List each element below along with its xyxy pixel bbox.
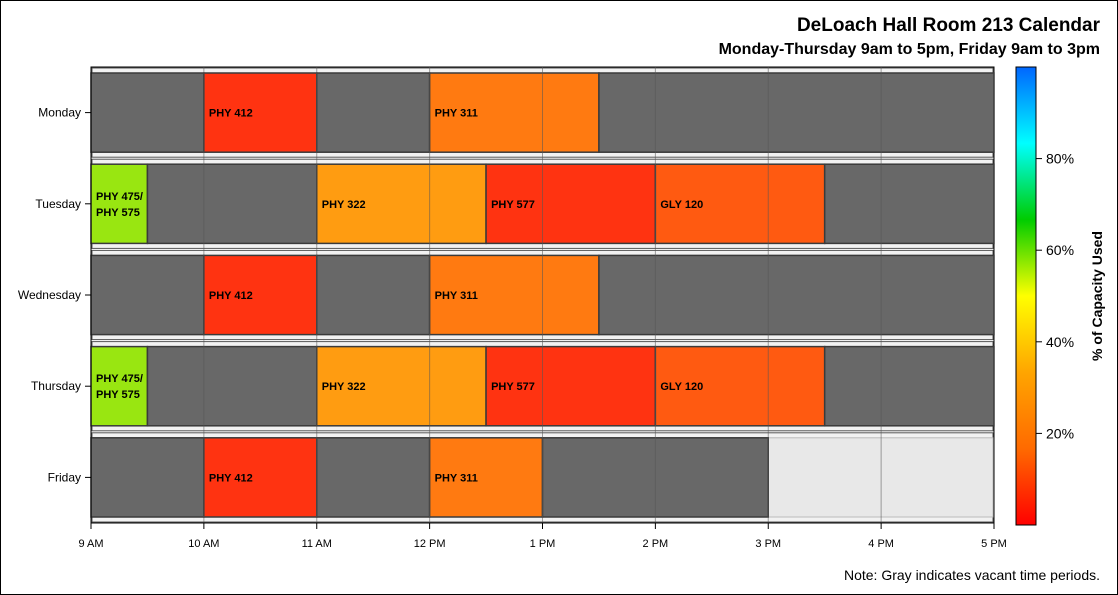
x-tick-label: 10 AM (188, 538, 219, 550)
vacant-block (90, 437, 205, 518)
class-block (485, 345, 657, 427)
day-label-thursday: Thursday (31, 379, 81, 393)
vacant-block (316, 254, 431, 336)
class-label: PHY 577 (491, 199, 535, 211)
class-label: PHY 475/ (96, 373, 143, 385)
x-tick-label: 1 PM (530, 538, 556, 550)
colorbar-tick-label: 80% (1046, 151, 1074, 167)
vacant-block (598, 72, 995, 153)
class-block (485, 163, 657, 245)
vacant-block (823, 163, 995, 245)
chart-title: DeLoach Hall Room 213 Calendar (796, 15, 1100, 36)
class-label: GLY 120 (660, 199, 703, 211)
x-tick-label: 12 PM (414, 538, 446, 550)
class-block (428, 254, 600, 336)
colorbar-tick-label: 40% (1046, 334, 1074, 350)
day-label-friday: Friday (48, 470, 81, 484)
x-tick-label: 5 PM (981, 538, 1007, 550)
day-label-wednesday: Wednesday (18, 288, 81, 302)
vacant-block (316, 437, 431, 518)
class-block (654, 345, 826, 427)
vacant-block (823, 345, 995, 427)
class-block (203, 72, 318, 153)
class-label: PHY 412 (209, 108, 253, 120)
vacant-note: Note: Gray indicates vacant time periods… (843, 567, 1100, 583)
class-label: PHY 311 (435, 472, 478, 484)
class-label: PHY 475/ (96, 191, 143, 203)
class-block (316, 163, 487, 245)
vacant-block (598, 254, 995, 336)
class-block (654, 163, 826, 245)
x-tick-label: 11 AM (302, 538, 332, 550)
class-label: PHY 412 (209, 472, 253, 484)
x-tick-label: 3 PM (755, 538, 781, 550)
x-tick-label: 4 PM (868, 538, 894, 550)
class-block (90, 163, 149, 245)
class-label: PHY 577 (491, 381, 535, 393)
class-block (428, 437, 544, 518)
class-block (203, 437, 318, 518)
chart-subtitle: Monday-Thursday 9am to 5pm, Friday 9am t… (718, 41, 1100, 58)
class-label: PHY 322 (322, 381, 366, 393)
x-tick-label: 9 AM (78, 538, 103, 550)
class-block (316, 345, 487, 427)
class-label: PHY 311 (435, 290, 478, 302)
class-block (90, 345, 149, 427)
colorbar-tick-label: 20% (1046, 425, 1074, 441)
class-block (428, 72, 600, 153)
colorbar-label: % of Capacity Used (1089, 231, 1105, 361)
class-label: PHY 575 (96, 207, 140, 219)
vacant-block (146, 345, 318, 427)
x-tick-label: 2 PM (643, 538, 669, 550)
class-label: PHY 322 (322, 199, 366, 211)
class-label: PHY 575 (96, 389, 140, 401)
colorbar-tick-label: 60% (1046, 242, 1074, 258)
vacant-block (90, 72, 205, 153)
vacant-block (146, 163, 318, 245)
day-label-tuesday: Tuesday (35, 197, 81, 211)
vacant-block (90, 254, 205, 336)
class-label: GLY 120 (660, 381, 703, 393)
day-label-monday: Monday (38, 106, 81, 120)
colorbar (1015, 66, 1037, 526)
class-label: PHY 311 (435, 108, 478, 120)
vacant-block (316, 72, 431, 153)
class-label: PHY 412 (209, 290, 253, 302)
